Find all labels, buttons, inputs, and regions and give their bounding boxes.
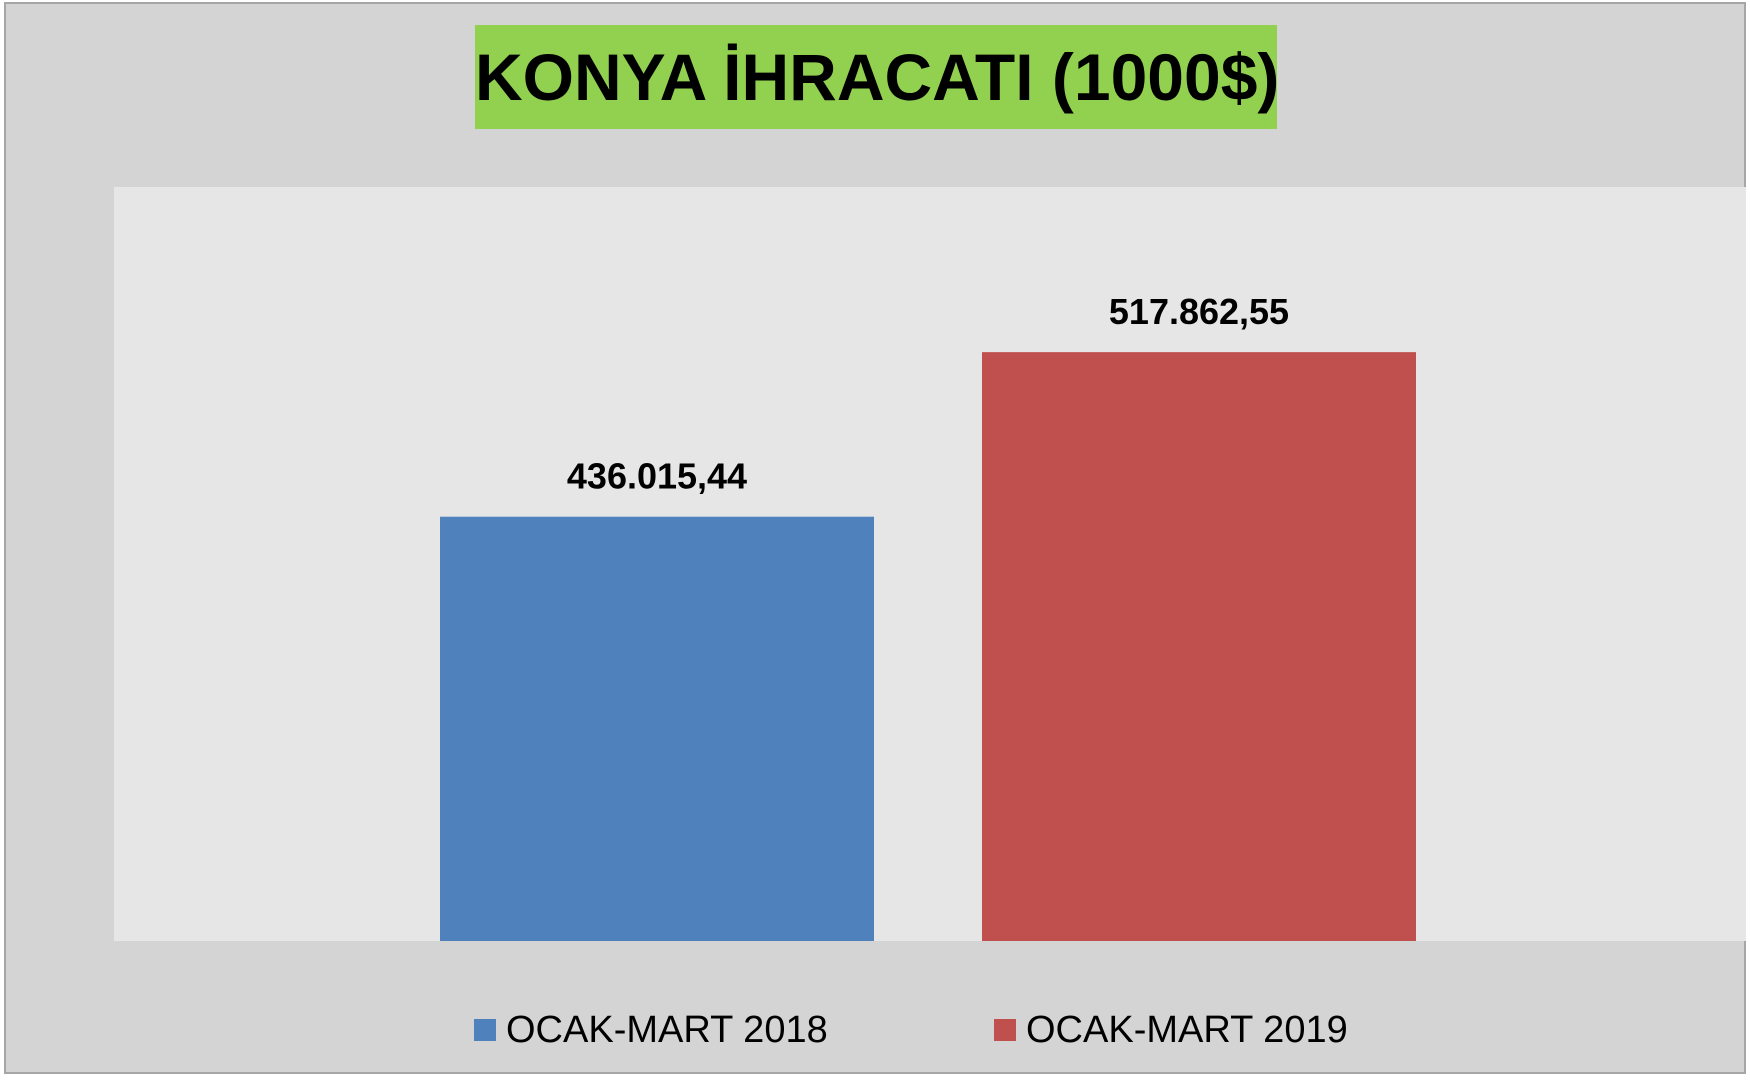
legend: OCAK-MART 2018 OCAK-MART 2019	[0, 1005, 1750, 1055]
chart-title: KONYA İHRACATI (1000$)	[475, 25, 1279, 129]
legend-item-2019: OCAK-MART 2019	[994, 1005, 1348, 1055]
legend-label-2019: OCAK-MART 2019	[1026, 1008, 1348, 1051]
legend-swatch-2018	[474, 1019, 496, 1041]
legend-label-2018: OCAK-MART 2018	[506, 1008, 828, 1051]
legend-swatch-2019	[994, 1019, 1016, 1041]
bar-2018	[440, 516, 874, 941]
plot-area	[114, 187, 1746, 941]
legend-item-2018: OCAK-MART 2018	[474, 1005, 828, 1055]
bar-2019	[982, 352, 1416, 942]
data-label-2018: 436.015,44	[567, 456, 747, 497]
data-label-2019: 517.862,55	[1109, 291, 1289, 332]
